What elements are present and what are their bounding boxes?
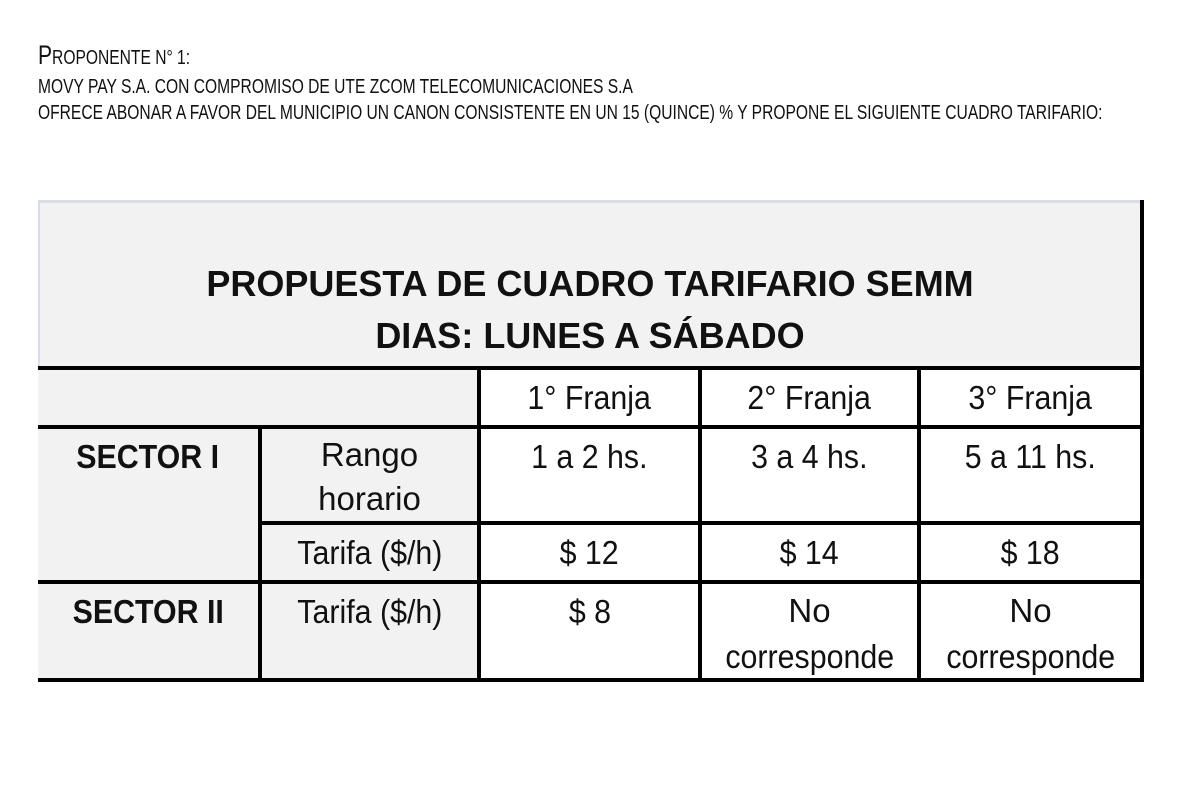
- empty-header-cell: [38, 370, 477, 425]
- column-header: 1° Franja: [481, 370, 698, 425]
- tarifa-label: Tarifa ($/h): [262, 525, 477, 580]
- heading-rest: ROPONENTE N° 1:: [52, 47, 191, 69]
- no-corresponde-cell: No corresponde: [921, 584, 1140, 678]
- tariff-table: PROPUESTA DE CUADRO TARIFARIO SEMM DIAS:…: [38, 200, 1144, 682]
- tarifa-cell: $ 12: [481, 525, 698, 580]
- heading-initial: P: [38, 40, 53, 70]
- rango-horario-label: Rango horario: [262, 429, 477, 521]
- offer-line-2: OFRECE ABONAR A FAVOR DEL MUNICIPIO UN C…: [38, 102, 1103, 124]
- rango-cell: 5 a 11 hs.: [921, 429, 1140, 521]
- no-corresponde-cell: No corresponde: [702, 584, 917, 678]
- column-header: 3° Franja: [921, 370, 1140, 425]
- tarifa-cell: $ 8: [481, 584, 698, 678]
- rango-cell: 1 a 2 hs.: [481, 429, 698, 521]
- sector-1-label: SECTOR I: [38, 429, 258, 580]
- table-title: PROPUESTA DE CUADRO TARIFARIO SEMM: [206, 263, 974, 304]
- proponente-heading: PROPONENTE N° 1:: [38, 40, 190, 71]
- table-title-cell: PROPUESTA DE CUADRO TARIFARIO SEMM DIAS:…: [38, 200, 1140, 366]
- tarifa-label: Tarifa ($/h): [262, 584, 477, 678]
- tarifa-cell: $ 18: [921, 525, 1140, 580]
- table-subtitle: DIAS: LUNES A SÁBADO: [375, 315, 805, 356]
- tarifa-cell: $ 14: [702, 525, 917, 580]
- offer-line-1: MOVY PAY S.A. CON COMPROMISO DE UTE ZCOM…: [38, 76, 633, 98]
- sector-2-label: SECTOR II: [38, 584, 258, 678]
- column-header: 2° Franja: [702, 370, 917, 425]
- rango-cell: 3 a 4 hs.: [702, 429, 917, 521]
